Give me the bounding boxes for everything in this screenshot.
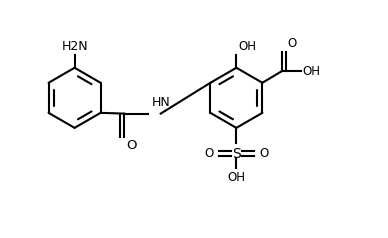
Text: O: O xyxy=(260,147,269,160)
Text: O: O xyxy=(204,147,213,160)
Text: OH: OH xyxy=(238,40,256,53)
Text: O: O xyxy=(287,37,296,50)
Text: S: S xyxy=(232,147,241,161)
Text: OH: OH xyxy=(227,171,245,184)
Text: H2N: H2N xyxy=(61,40,88,53)
Text: O: O xyxy=(126,139,137,152)
Text: HN: HN xyxy=(151,96,170,109)
Text: OH: OH xyxy=(303,65,321,78)
